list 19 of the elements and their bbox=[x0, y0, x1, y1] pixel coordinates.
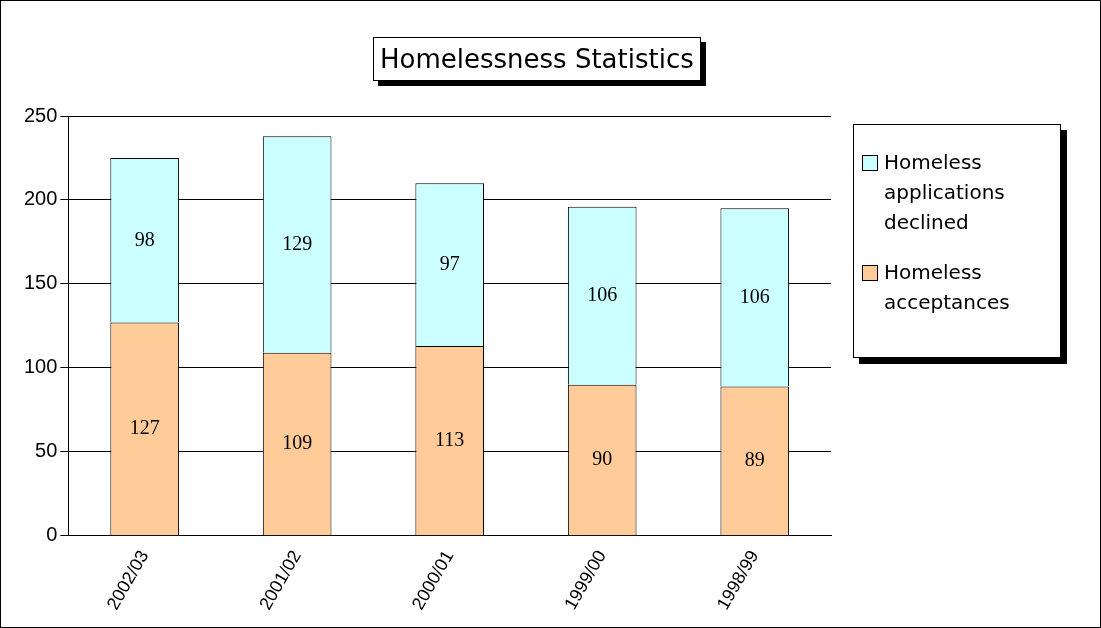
data-label: 90 bbox=[592, 447, 613, 470]
y-tick-label: 50 bbox=[35, 439, 58, 462]
y-tick-label: 250 bbox=[23, 103, 58, 126]
y-tick-label: 0 bbox=[46, 523, 58, 546]
y-tick-label: 100 bbox=[23, 355, 58, 378]
data-label: 89 bbox=[744, 448, 765, 471]
legend-label: Homeless acceptances bbox=[884, 259, 1011, 316]
data-label: 98 bbox=[134, 227, 155, 250]
data-label: 127 bbox=[129, 416, 160, 439]
data-label: 97 bbox=[439, 251, 460, 274]
data-label: 106 bbox=[739, 284, 770, 307]
data-label: 113 bbox=[435, 427, 465, 450]
data-label: 109 bbox=[282, 431, 313, 454]
data-label: 106 bbox=[587, 282, 618, 305]
y-tick-label: 150 bbox=[23, 271, 58, 294]
y-tick-label: 200 bbox=[23, 187, 58, 210]
data-label: 129 bbox=[282, 231, 313, 254]
chart-title: Homelessness Statistics bbox=[373, 37, 701, 81]
legend-label: Homeless applications declined bbox=[884, 149, 1006, 236]
